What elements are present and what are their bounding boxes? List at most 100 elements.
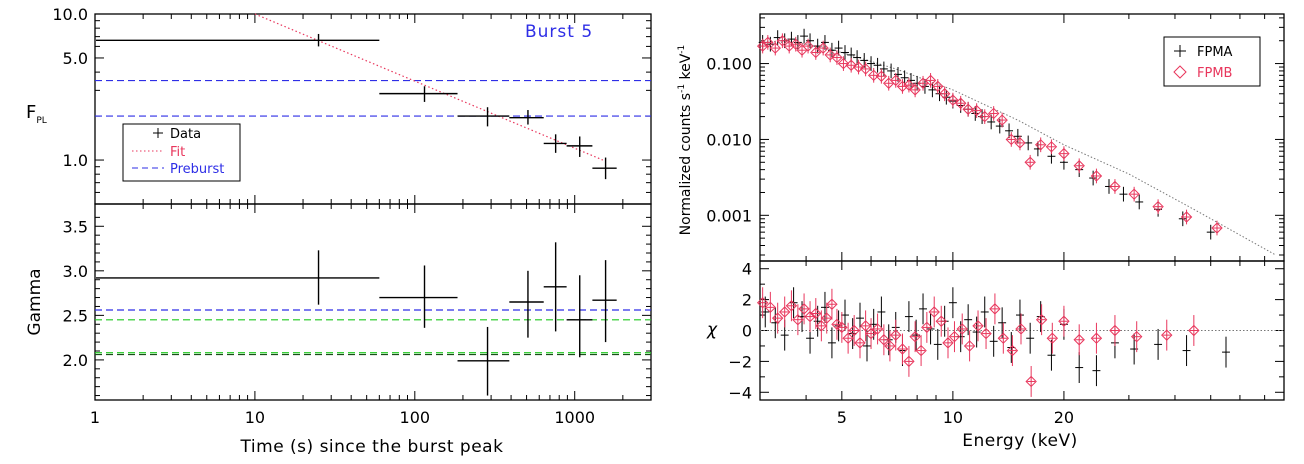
fpmb-resid-marker — [997, 332, 1010, 344]
fpmb-marker — [1211, 222, 1223, 234]
y-tick-label: 4 — [742, 260, 752, 279]
left-xlabel: Time (s) since the burst peak — [240, 437, 504, 457]
right-bottom-ylabel: χ — [706, 320, 718, 340]
y-tick-label: 3.5 — [63, 217, 88, 236]
fpmb-resid-marker — [1130, 330, 1143, 343]
fpmb-resid-marker — [815, 320, 828, 332]
ylabel-sub: PL — [36, 116, 46, 126]
fpmb-resid-marker — [756, 296, 769, 309]
fpmb-marker — [769, 42, 781, 54]
fpmb-marker — [859, 63, 872, 75]
fpmb-resid-marker — [1006, 344, 1019, 357]
fpmb-resid-marker — [798, 303, 810, 315]
legend-fit-label: Fit — [170, 145, 185, 160]
left-bottom-plot: 1 10 100 1000 2.0 2.5 3.0 3.5 — [63, 204, 652, 427]
fpmb-resid-marker — [821, 312, 833, 324]
x-tick-label: 1 — [90, 408, 100, 427]
fpmb-resid-marker — [1109, 324, 1121, 337]
ylabel-text: Normalized counts s — [678, 93, 694, 235]
fpmb-resid-marker — [890, 329, 902, 341]
fpmb-resid-marker — [831, 318, 843, 331]
fpmb-marker — [867, 69, 880, 82]
y-tick-label: 0.010 — [706, 130, 752, 149]
fpmb-marker — [817, 42, 829, 54]
fpmb-marker — [1180, 211, 1193, 223]
fpmb-resid-marker — [956, 323, 968, 335]
fpmb-resid-marker — [826, 298, 838, 310]
fpmb-marker — [987, 107, 1000, 120]
x-tick-label: 100 — [400, 408, 431, 427]
y-tick-label: 2.5 — [63, 306, 88, 325]
y-tick-label: 0 — [742, 322, 752, 341]
legend-box-right — [1163, 36, 1261, 87]
fpmb-marker — [1045, 141, 1058, 153]
fpmb-marker — [1152, 200, 1164, 213]
y-tick-label: 2.0 — [63, 351, 88, 370]
fpmb-resid-marker — [989, 303, 1001, 315]
fpmb-marker — [776, 35, 789, 47]
fpmb-resid-marker — [778, 306, 791, 318]
fpmb-marker — [845, 59, 857, 71]
fpmb-marker — [903, 79, 915, 91]
fpmb-marker — [909, 84, 921, 96]
fpmb-marker — [1090, 170, 1103, 182]
left-top-legend: Data Fit Preburst — [122, 123, 241, 182]
fpmb-marker — [947, 94, 959, 106]
ylabel-mid: keV — [678, 53, 694, 84]
fpmb-resid-marker — [903, 355, 915, 368]
x-tick-label: 10 — [245, 408, 265, 427]
fpmb-marker — [970, 104, 983, 117]
legend-box — [122, 123, 241, 182]
fpmb-resid-marker — [1025, 375, 1037, 388]
legend-fpmb-label: FPMB — [1197, 66, 1232, 81]
fpmb-resid-marker — [980, 327, 992, 340]
y-tick-label: 2 — [742, 291, 752, 310]
fpmb-marker — [852, 61, 865, 73]
fpmb-resid-marker — [842, 332, 854, 344]
fpmb-marker — [756, 40, 769, 52]
fpmb-resid-marker — [1188, 324, 1200, 337]
fpmb-marker — [1014, 137, 1026, 149]
left-bottom-frame — [94, 203, 652, 401]
fpmb-marker — [810, 46, 822, 59]
fpmb-resid-marker — [854, 337, 866, 349]
fpmb-resid-marker — [1090, 332, 1103, 344]
fpmb-resid-marker — [764, 301, 777, 314]
fpmb-marker — [890, 74, 902, 87]
y-tick-label: 5.0 — [63, 49, 88, 68]
fpmb-marker — [1073, 160, 1085, 172]
left-top-plot: 1.0 5.0 10.0 — [52, 5, 652, 204]
fpmb-marker — [1058, 147, 1070, 160]
ylabel-main: F — [26, 102, 36, 123]
burst-annotation: Burst 5 — [525, 22, 593, 42]
fpmb-marker — [1024, 156, 1036, 168]
fpmb-marker — [932, 80, 944, 93]
legend-data-label: Data — [170, 127, 201, 142]
y-tick-label: −4 — [728, 383, 752, 402]
ylabel-sup1: -1 — [677, 84, 687, 93]
x-tick-label: 10 — [943, 408, 963, 427]
legend-fpma-label: FPMA — [1197, 45, 1233, 60]
fpmb-resid-marker — [810, 307, 822, 320]
fpmb-marker — [790, 38, 802, 50]
right-top-plot: 0.001 0.010 0.100 — [706, 14, 1284, 261]
fpmb-marker — [962, 103, 974, 115]
fpmb-marker — [824, 49, 836, 61]
fpmb-resid-marker — [871, 323, 884, 335]
ylabel-sup2: -1 — [677, 45, 687, 54]
fpmb-resid-marker — [1046, 332, 1059, 344]
fpmb-resid-marker — [1015, 323, 1027, 335]
fpmb-resid-marker — [804, 310, 816, 323]
fpmb-resid-marker — [785, 300, 798, 312]
y-tick-label: 10.0 — [52, 5, 88, 24]
left-bottom-ylabel: Gamma — [25, 268, 45, 335]
y-tick-label: 1.0 — [63, 151, 88, 170]
x-tick-label: 5 — [837, 408, 847, 427]
x-tick-label: 20 — [1054, 408, 1074, 427]
fpmb-resid-marker — [865, 327, 877, 340]
fit-line — [254, 13, 604, 161]
fpmb-resid-marker — [1035, 313, 1048, 326]
fpmb-resid-marker — [928, 306, 940, 318]
fpmb-marker — [875, 70, 888, 82]
